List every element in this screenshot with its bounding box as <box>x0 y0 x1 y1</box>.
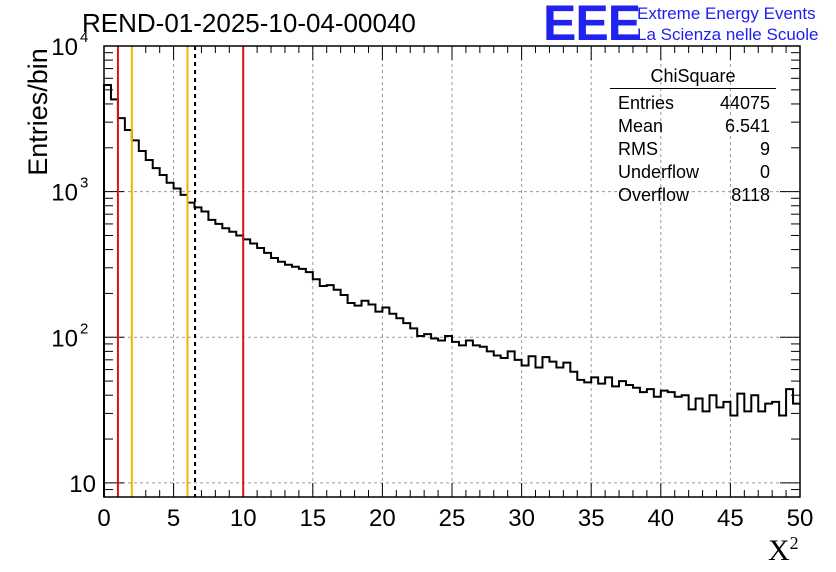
histogram-series <box>103 83 800 497</box>
x-tick-label: 10 <box>230 505 257 532</box>
x-tick-label: 40 <box>647 505 674 532</box>
x-tick-label: 25 <box>439 505 466 532</box>
x-tick-label: 5 <box>167 505 180 532</box>
y-tick-exponent: 4 <box>80 29 88 46</box>
stats-row-underflow: Underflow 0 <box>618 162 770 182</box>
y-tick-label: 10 <box>51 34 78 61</box>
y-tick-label: 10 <box>51 180 78 207</box>
x-tick-label: 0 <box>97 505 110 532</box>
stats-row-mean: Mean 6.541 <box>618 116 770 136</box>
y-tick-exponent: 3 <box>80 175 88 192</box>
x-tick-label: 15 <box>299 505 326 532</box>
x-tick-label: 50 <box>787 505 814 532</box>
stats-title: ChiSquare <box>610 66 776 89</box>
stats-row-overflow: Overflow 8118 <box>618 185 770 205</box>
eee-logo: EEE <box>543 0 641 51</box>
chart-title: REND-01-2025-10-04-00040 <box>82 8 416 38</box>
x-tick-label: 35 <box>578 505 605 532</box>
x-tick-label: 45 <box>717 505 744 532</box>
logo-line-2: La Scienza nelle Scuole <box>637 25 819 44</box>
x-tick-label: 20 <box>369 505 396 532</box>
logo-line-1: Extreme Energy Events <box>637 4 816 23</box>
logo-text: Extreme Energy Events La Scienza nelle S… <box>637 3 818 45</box>
x-axis-label: X2 <box>768 533 799 567</box>
plot-frame <box>103 45 801 498</box>
y-axis-label: Entries/bin <box>23 48 53 176</box>
y-tick-label: 10 <box>69 471 96 498</box>
x-tick-label: 30 <box>508 505 535 532</box>
stats-box: ChiSquare Entries 44075 Mean 6.541 RMS 9 Un… <box>610 66 776 207</box>
y-tick-label: 10 <box>51 325 78 352</box>
y-tick-exponent: 2 <box>80 320 88 337</box>
stats-row-rms: RMS 9 <box>618 139 770 159</box>
stats-row-entries: Entries 44075 <box>618 93 770 113</box>
